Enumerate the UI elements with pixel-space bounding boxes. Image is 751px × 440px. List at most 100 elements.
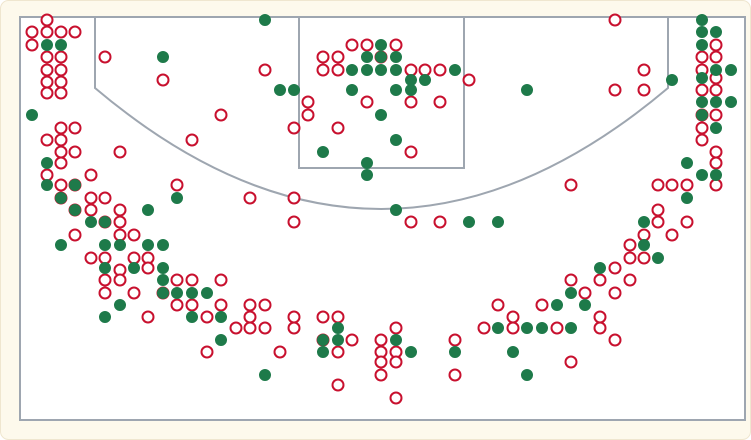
made-shot <box>390 84 402 96</box>
missed-shot <box>25 25 39 39</box>
made-shot <box>463 216 475 228</box>
missed-shot <box>40 25 54 39</box>
made-shot <box>390 334 402 346</box>
missed-shot <box>25 38 39 52</box>
missed-shot <box>98 50 112 64</box>
made-shot <box>375 64 387 76</box>
made-shot <box>696 96 708 108</box>
missed-shot <box>331 310 345 324</box>
missed-shot <box>243 310 257 324</box>
missed-shot <box>593 273 607 287</box>
missed-shot <box>331 50 345 64</box>
missed-shot <box>98 191 112 205</box>
made-shot <box>99 216 111 228</box>
missed-shot <box>709 178 723 192</box>
missed-shot <box>374 333 388 347</box>
missed-shot <box>709 83 723 97</box>
made-shot <box>259 14 271 26</box>
missed-shot <box>185 133 199 147</box>
made-shot <box>69 204 81 216</box>
made-shot <box>565 322 577 334</box>
made-shot <box>361 169 373 181</box>
made-shot <box>390 51 402 63</box>
made-shot <box>405 84 417 96</box>
made-shot <box>681 157 693 169</box>
missed-shot <box>54 156 68 170</box>
missed-shot <box>243 191 257 205</box>
made-shot <box>201 287 213 299</box>
missed-shot <box>40 63 54 77</box>
missed-shot <box>40 13 54 27</box>
three-point-line <box>94 17 669 210</box>
made-shot <box>375 51 387 63</box>
made-shot <box>710 122 722 134</box>
missed-shot <box>345 333 359 347</box>
made-shot <box>41 39 53 51</box>
missed-shot <box>113 203 127 217</box>
missed-shot <box>433 215 447 229</box>
missed-shot <box>680 215 694 229</box>
made-shot <box>128 262 140 274</box>
missed-shot <box>258 298 272 312</box>
missed-shot <box>608 333 622 347</box>
missed-shot <box>170 273 184 287</box>
made-shot <box>710 169 722 181</box>
missed-shot <box>433 95 447 109</box>
made-shot <box>85 216 97 228</box>
missed-shot <box>214 298 228 312</box>
missed-shot <box>695 133 709 147</box>
made-shot <box>215 334 227 346</box>
made-shot <box>390 204 402 216</box>
made-shot <box>142 204 154 216</box>
missed-shot <box>243 298 257 312</box>
missed-shot <box>374 368 388 382</box>
made-shot <box>259 369 271 381</box>
missed-shot <box>550 321 564 335</box>
missed-shot <box>54 86 68 100</box>
made-shot <box>375 39 387 51</box>
missed-shot <box>665 178 679 192</box>
made-shot <box>26 109 38 121</box>
made-shot <box>99 239 111 251</box>
missed-shot <box>214 108 228 122</box>
missed-shot <box>564 273 578 287</box>
missed-shot <box>200 345 214 359</box>
missed-shot <box>374 355 388 369</box>
made-shot <box>186 287 198 299</box>
made-shot <box>405 346 417 358</box>
made-shot <box>507 346 519 358</box>
missed-shot <box>345 38 359 52</box>
made-shot <box>710 26 722 38</box>
missed-shot <box>170 298 184 312</box>
made-shot <box>594 262 606 274</box>
missed-shot <box>316 50 330 64</box>
made-shot <box>696 109 708 121</box>
missed-shot <box>637 63 651 77</box>
made-shot <box>638 216 650 228</box>
made-shot <box>317 146 329 158</box>
missed-shot <box>651 178 665 192</box>
missed-shot <box>477 321 491 335</box>
missed-shot <box>185 298 199 312</box>
made-shot <box>274 84 286 96</box>
missed-shot <box>623 238 637 252</box>
missed-shot <box>506 310 520 324</box>
missed-shot <box>608 261 622 275</box>
missed-shot <box>608 13 622 27</box>
made-shot <box>696 169 708 181</box>
missed-shot <box>273 345 287 359</box>
missed-shot <box>389 391 403 405</box>
made-shot <box>157 287 169 299</box>
missed-shot <box>360 95 374 109</box>
missed-shot <box>360 38 374 52</box>
made-shot <box>361 157 373 169</box>
missed-shot <box>54 133 68 147</box>
made-shot <box>419 74 431 86</box>
missed-shot <box>564 178 578 192</box>
missed-shot <box>680 178 694 192</box>
missed-shot <box>316 63 330 77</box>
missed-shot <box>84 168 98 182</box>
missed-shot <box>404 63 418 77</box>
missed-shot <box>68 145 82 159</box>
